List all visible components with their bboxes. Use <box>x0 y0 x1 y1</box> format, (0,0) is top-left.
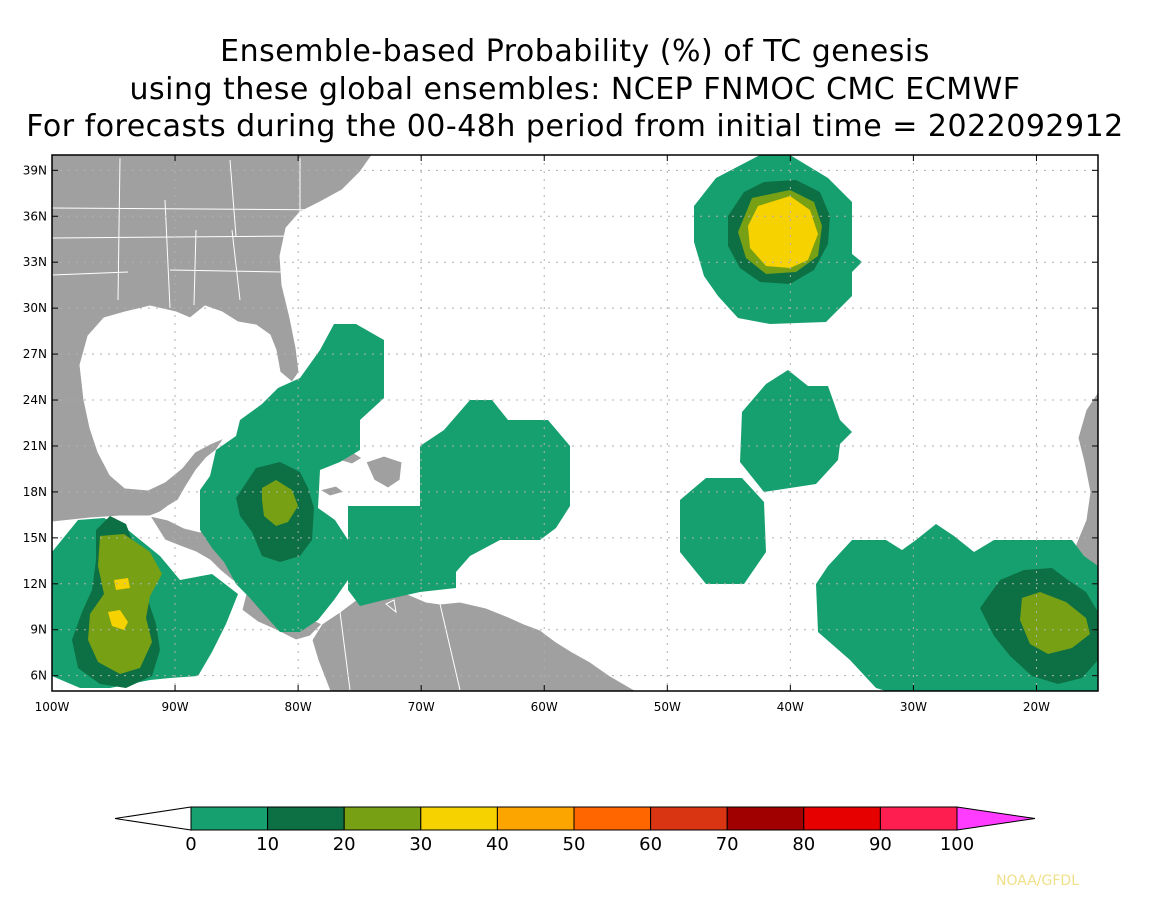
colorbar: 0 10 20 30 40 50 60 70 80 90 100 <box>114 806 1036 855</box>
lat-tick-label: 6N <box>30 669 47 683</box>
colorbar-segment <box>879 806 958 831</box>
prob-area-eastern-caribbean <box>348 400 570 606</box>
lat-tick-label: 33N <box>23 255 47 269</box>
lat-tick-label: 9N <box>30 623 47 637</box>
land-north-america <box>52 155 373 523</box>
colorbar-segment <box>267 806 345 831</box>
lon-tick-label: 30W <box>900 700 927 714</box>
chart-title-line-3: For forecasts during the 00-48h period f… <box>26 109 1124 144</box>
map-frame <box>51 154 1099 692</box>
colorbar-label: 90 <box>869 834 892 855</box>
lon-tick-label: 100W <box>35 700 70 714</box>
lat-tick-label: 18N <box>23 485 47 499</box>
colorbar-segment <box>420 806 498 831</box>
colorbar-segment <box>496 806 575 831</box>
land-hispaniola <box>365 455 403 489</box>
prob-30-40-pacific-north <box>114 578 130 590</box>
probability-contours <box>52 155 1098 691</box>
colorbar-segment <box>343 806 422 831</box>
prob-30-40-pacific-south <box>108 610 128 630</box>
prob-30-40-north-atlantic <box>748 196 818 268</box>
lon-tick-label: 80W <box>285 700 312 714</box>
lat-tick-label: 12N <box>23 577 47 591</box>
lat-tick-label: 27N <box>23 347 47 361</box>
lat-tick-label: 36N <box>23 209 47 223</box>
colorbar-label: 20 <box>333 834 356 855</box>
colorbar-label: 10 <box>256 834 279 855</box>
prob-20-30-eastern-atlantic <box>1020 592 1090 654</box>
lat-tick-label: 39N <box>23 163 47 177</box>
map-grid <box>52 155 1098 691</box>
colorbar-label: 70 <box>716 834 739 855</box>
colorbar-label: 30 <box>409 834 432 855</box>
colorbar-segment <box>190 806 269 831</box>
colorbar-label: 80 <box>792 834 815 855</box>
lat-tick-label: 15N <box>23 531 47 545</box>
colorbar-over-arrow <box>956 806 1036 831</box>
axis-ticks: 39N 36N 33N 30N 27N 24N 21N 18N 15N 12N 9N 6N 100W 90… <box>23 155 1098 714</box>
chart-title-line-1: Ensemble-based Probability (%) of TC gen… <box>220 34 930 69</box>
colorbar-under-arrow <box>114 806 192 831</box>
prob-20-30-caribbean <box>262 480 298 526</box>
lat-tick-label: 30N <box>23 301 47 315</box>
colorbar-label: 0 <box>185 834 196 855</box>
colorbar-label: 60 <box>639 834 662 855</box>
credit-label: NOAA/GFDL <box>996 873 1079 889</box>
prob-20-30-pacific <box>88 534 162 674</box>
lon-tick-label: 90W <box>161 700 188 714</box>
map-content <box>52 155 1098 691</box>
lon-tick-label: 70W <box>408 700 435 714</box>
lat-tick-label: 21N <box>23 439 47 453</box>
colorbar-segment <box>650 806 728 831</box>
political-borders <box>52 157 461 691</box>
chart-title-line-2: using these global ensembles: NCEP FNMOC… <box>129 72 1021 107</box>
lat-tick-label: 24N <box>23 393 47 407</box>
colorbar-segment <box>726 806 805 831</box>
colorbar-label: 40 <box>486 834 509 855</box>
colorbar-segment <box>573 806 652 831</box>
lon-tick-label: 20W <box>1023 700 1050 714</box>
colorbar-label: 100 <box>940 834 974 855</box>
lon-tick-label: 50W <box>654 700 681 714</box>
prob-area-mid-atlantic-south <box>680 478 766 584</box>
lon-tick-label: 60W <box>531 700 558 714</box>
colorbar-segment <box>803 806 881 831</box>
prob-area-central-atlantic <box>740 370 852 492</box>
colorbar-label: 50 <box>563 834 586 855</box>
land-jamaica <box>318 485 346 497</box>
lon-tick-label: 40W <box>777 700 804 714</box>
